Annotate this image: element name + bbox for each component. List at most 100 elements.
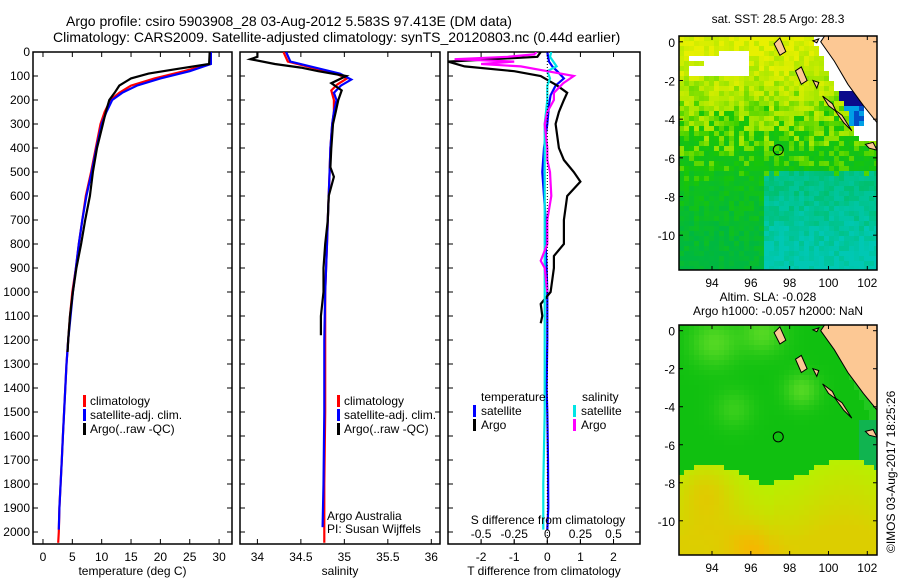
map-cell xyxy=(704,525,710,531)
map-cell xyxy=(779,246,785,252)
map-cell xyxy=(794,405,800,411)
map-cell xyxy=(779,460,785,466)
map-cell xyxy=(824,71,830,77)
map-cell xyxy=(789,535,795,541)
map-cell xyxy=(714,171,720,177)
map-cell xyxy=(829,111,835,117)
map-cell xyxy=(824,241,830,247)
map-cell xyxy=(779,111,785,117)
map-cell xyxy=(764,146,770,152)
map-cell xyxy=(679,146,685,152)
map-cell xyxy=(859,236,865,242)
map-cell xyxy=(824,221,830,227)
map-cell xyxy=(754,550,760,555)
map-cell xyxy=(799,420,805,426)
map-cell xyxy=(754,56,760,62)
map-cell xyxy=(784,171,790,177)
map-cell xyxy=(734,66,740,72)
map-cell xyxy=(769,345,775,351)
map-cell xyxy=(684,151,690,157)
map-cell xyxy=(839,161,845,167)
map-cell xyxy=(734,241,740,247)
lon-tick-label: 102 xyxy=(857,276,877,290)
map-cell xyxy=(829,485,835,491)
map-cell xyxy=(874,171,877,177)
map-cell xyxy=(739,141,745,147)
map-cell xyxy=(869,455,875,461)
map-cell xyxy=(844,535,850,541)
map-cell xyxy=(734,251,740,257)
map-cell xyxy=(684,375,690,381)
map-cell xyxy=(724,261,730,267)
map-cell xyxy=(784,211,790,217)
x2-tick-label: -0.25 xyxy=(501,527,529,541)
map-cell xyxy=(729,450,735,456)
map-cell xyxy=(799,191,805,197)
map-cell xyxy=(809,216,815,222)
map-cell xyxy=(734,181,740,187)
map-cell xyxy=(764,151,770,157)
map-cell xyxy=(749,325,755,331)
map-cell xyxy=(864,475,870,481)
map-cell xyxy=(789,231,795,237)
map-cell xyxy=(739,535,745,541)
map-cell xyxy=(784,216,790,222)
map-cell xyxy=(809,450,815,456)
map-cell xyxy=(859,530,865,536)
map-cell xyxy=(689,430,695,436)
map-cell xyxy=(684,81,690,87)
map-cell xyxy=(684,181,690,187)
map-cell xyxy=(779,166,785,172)
map-cell xyxy=(714,340,720,346)
map-cell xyxy=(754,475,760,481)
map-cell xyxy=(734,420,740,426)
map-cell xyxy=(749,440,755,446)
map-cell xyxy=(764,36,770,42)
map-cell xyxy=(714,440,720,446)
map-cell xyxy=(849,430,855,436)
map-cell xyxy=(859,251,865,257)
map-cell xyxy=(844,400,850,406)
map-cell xyxy=(764,325,770,331)
map-cell xyxy=(799,535,805,541)
map-cell xyxy=(789,385,795,391)
map-cell xyxy=(844,435,850,441)
map-cell xyxy=(799,111,805,117)
map-cell xyxy=(699,455,705,461)
map-cell xyxy=(744,550,750,555)
map-cell xyxy=(734,335,740,341)
map-cell xyxy=(814,360,820,366)
map-cell xyxy=(779,211,785,217)
map-cell xyxy=(839,171,845,177)
map-cell xyxy=(739,550,745,555)
map-cell xyxy=(759,365,765,371)
map-cell xyxy=(714,460,720,466)
map-cell xyxy=(769,156,775,162)
y-tick-label: 300 xyxy=(10,117,30,131)
map-cell xyxy=(769,36,775,42)
map-cell xyxy=(689,141,695,147)
map-cell xyxy=(854,216,860,222)
map-cell xyxy=(754,111,760,117)
map-cell xyxy=(749,246,755,252)
map-cell xyxy=(689,515,695,521)
map-cell xyxy=(694,465,700,471)
map-cell xyxy=(859,116,865,122)
map-cell xyxy=(709,525,715,531)
map-cell xyxy=(759,221,765,227)
map-cell xyxy=(714,81,720,87)
map-cell xyxy=(849,420,855,426)
map-cell xyxy=(769,540,775,546)
map-cell xyxy=(699,375,705,381)
map-cell xyxy=(784,380,790,386)
sla-map-subtitle: Argo h1000: -0.057 h2000: NaN xyxy=(693,304,863,318)
map-cell xyxy=(724,136,730,142)
map-cell xyxy=(684,460,690,466)
map-cell xyxy=(709,450,715,456)
map-cell xyxy=(709,131,715,137)
map-cell xyxy=(819,146,825,152)
map-cell xyxy=(854,261,860,267)
map-cell xyxy=(714,390,720,396)
map-cell xyxy=(754,505,760,511)
map-field xyxy=(679,36,877,270)
